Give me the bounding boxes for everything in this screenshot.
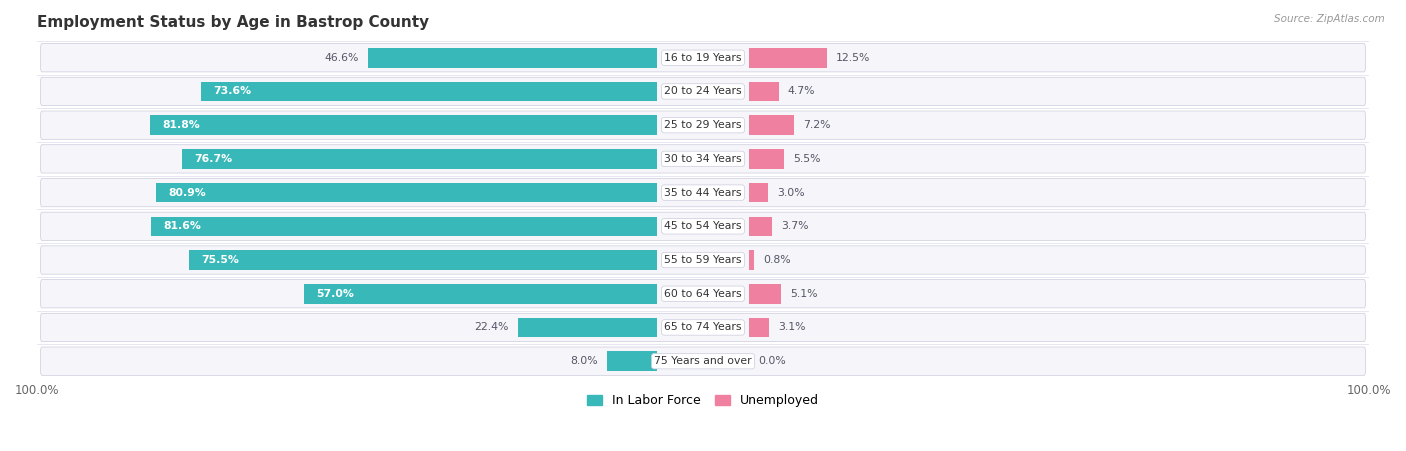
Text: Source: ZipAtlas.com: Source: ZipAtlas.com [1274,14,1385,23]
Legend: In Labor Force, Unemployed: In Labor Force, Unemployed [582,389,824,412]
FancyBboxPatch shape [41,179,1365,207]
Text: 81.8%: 81.8% [162,120,200,130]
Bar [150,115,657,135]
Bar [749,48,827,68]
Text: 35 to 44 Years: 35 to 44 Years [664,188,742,198]
Text: 45 to 54 Years: 45 to 54 Years [664,221,742,231]
Bar [749,183,768,202]
Text: 4.7%: 4.7% [787,87,815,97]
Bar [749,318,769,337]
Text: 3.1%: 3.1% [778,322,806,332]
Text: 80.9%: 80.9% [167,188,205,198]
FancyBboxPatch shape [41,212,1365,240]
FancyBboxPatch shape [41,111,1365,139]
Bar [607,351,657,371]
FancyBboxPatch shape [41,246,1365,274]
Text: 20 to 24 Years: 20 to 24 Years [664,87,742,97]
Text: 3.0%: 3.0% [778,188,806,198]
Bar [304,284,657,304]
Text: 0.0%: 0.0% [759,356,786,366]
Text: 46.6%: 46.6% [325,53,359,63]
Bar [749,216,772,236]
Bar [749,284,780,304]
Text: 12.5%: 12.5% [837,53,870,63]
Bar [749,115,794,135]
FancyBboxPatch shape [41,145,1365,173]
Bar [181,149,657,169]
Bar [749,149,783,169]
Text: 75 Years and over: 75 Years and over [654,356,752,366]
Bar [517,318,657,337]
Text: 8.0%: 8.0% [569,356,598,366]
Text: 5.5%: 5.5% [793,154,820,164]
Bar [188,250,657,270]
Text: 81.6%: 81.6% [163,221,201,231]
FancyBboxPatch shape [41,280,1365,308]
Bar [749,250,755,270]
Text: 25 to 29 Years: 25 to 29 Years [664,120,742,130]
FancyBboxPatch shape [41,44,1365,72]
Text: 75.5%: 75.5% [201,255,239,265]
Text: 22.4%: 22.4% [474,322,509,332]
Text: 73.6%: 73.6% [214,87,252,97]
Text: 0.8%: 0.8% [763,255,792,265]
Text: 3.7%: 3.7% [782,221,808,231]
Bar [368,48,657,68]
Text: Employment Status by Age in Bastrop County: Employment Status by Age in Bastrop Coun… [37,15,429,30]
Text: 30 to 34 Years: 30 to 34 Years [664,154,742,164]
Text: 65 to 74 Years: 65 to 74 Years [664,322,742,332]
Bar [156,183,657,202]
FancyBboxPatch shape [41,347,1365,375]
Text: 76.7%: 76.7% [194,154,232,164]
Text: 57.0%: 57.0% [316,289,354,299]
Text: 5.1%: 5.1% [790,289,818,299]
Text: 60 to 64 Years: 60 to 64 Years [664,289,742,299]
Bar [152,216,657,236]
Text: 16 to 19 Years: 16 to 19 Years [664,53,742,63]
FancyBboxPatch shape [41,313,1365,341]
Bar [749,82,779,101]
Text: 55 to 59 Years: 55 to 59 Years [664,255,742,265]
FancyBboxPatch shape [41,77,1365,106]
Bar [201,82,657,101]
Text: 7.2%: 7.2% [803,120,831,130]
